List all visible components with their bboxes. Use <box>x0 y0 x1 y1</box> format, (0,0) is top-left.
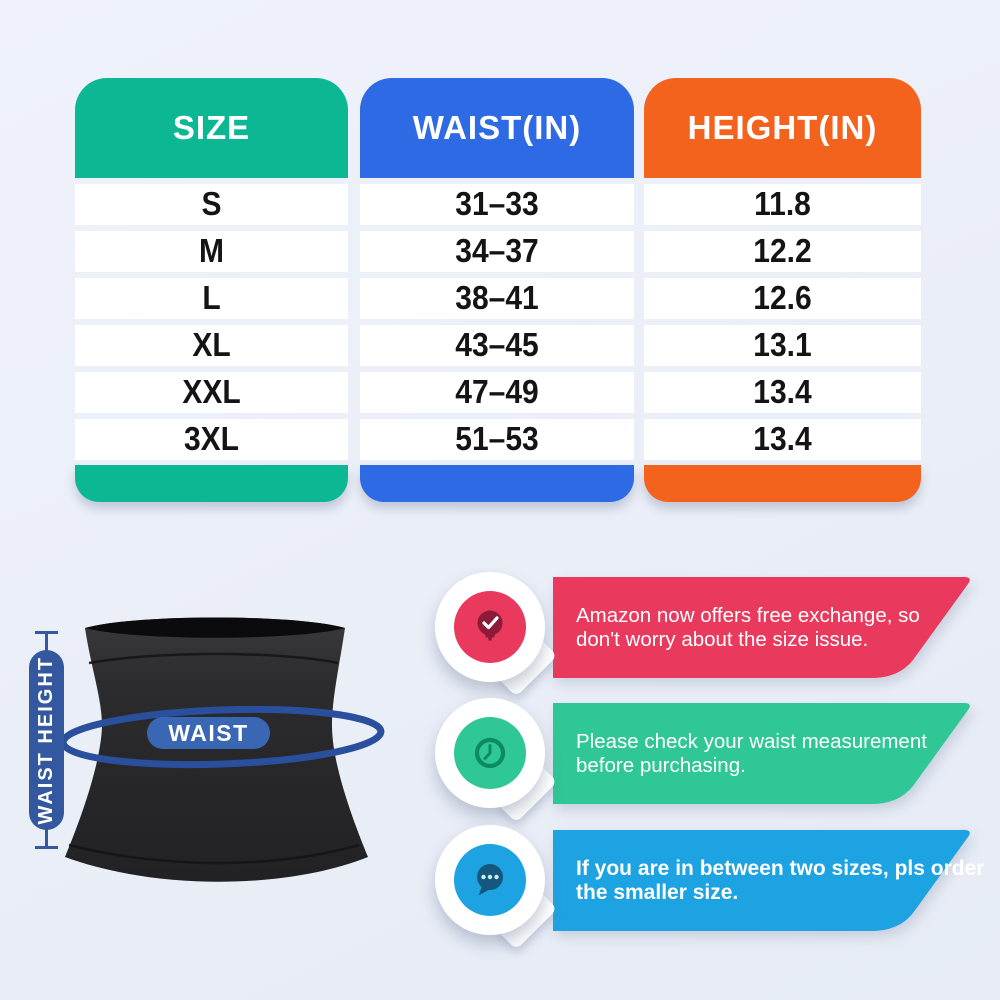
cell-text: 13.4 <box>753 373 812 411</box>
column-header-size: SIZE <box>75 78 348 178</box>
note-line: the smaller size. <box>576 880 739 904</box>
note-line: Amazon now offers free exchange, so <box>576 603 920 627</box>
table-cell: 12.2 <box>644 231 921 272</box>
cell-text: 43–45 <box>455 326 539 364</box>
cell-text: S <box>201 185 222 223</box>
cell-text: L <box>202 279 221 317</box>
note-banner-shape <box>553 830 970 931</box>
cell-text: 47–49 <box>455 373 539 411</box>
column-footer-bar <box>75 465 348 502</box>
clock-icon <box>474 737 506 769</box>
column-size: SIZE S M L XL XXL 3XL <box>75 78 348 502</box>
column-header-height: HEIGHT(IN) <box>644 78 921 178</box>
table-cell: XXL <box>75 372 348 413</box>
table-cell: 43–45 <box>360 325 634 366</box>
note-text: If you are in between two sizes, pls ord… <box>576 830 985 931</box>
lightbulb-check-icon <box>477 610 503 641</box>
table-cell: M <box>75 231 348 272</box>
cell-text: 13.1 <box>753 326 812 364</box>
note-check-measurement: Please check your waist measurement befo… <box>0 698 1000 823</box>
table-cell: S <box>75 184 348 225</box>
cell-text: 34–37 <box>455 232 539 270</box>
table-cell: 31–33 <box>360 184 634 225</box>
badge-circle <box>454 591 526 663</box>
table-cell: 3XL <box>75 419 348 460</box>
note-between-sizes: If you are in between two sizes, pls ord… <box>0 825 1000 950</box>
table-cell: 51–53 <box>360 419 634 460</box>
table-cell: 13.1 <box>644 325 921 366</box>
cell-text: 12.2 <box>753 232 812 270</box>
table-cell: 11.8 <box>644 184 921 225</box>
trainer-top-seam <box>88 652 339 665</box>
waist-height-ruler: WAIST HEIGHT <box>28 631 66 849</box>
note-text: Amazon now offers free exchange, so don'… <box>576 577 976 678</box>
waist-label-pill <box>147 717 270 749</box>
column-footer-bar <box>644 465 921 502</box>
note-line: If you are in between two sizes, pls ord… <box>576 856 985 880</box>
cell-text: 51–53 <box>455 420 539 458</box>
table-cell: 38–41 <box>360 278 634 319</box>
ruler-top-cap <box>35 631 58 634</box>
ruler-bottom-cap <box>35 846 58 849</box>
badge-circle <box>454 844 526 916</box>
table-cell: 13.4 <box>644 419 921 460</box>
note-banner-shape <box>553 577 970 678</box>
cell-text: M <box>199 232 224 270</box>
cell-text: 12.6 <box>753 279 812 317</box>
table-cell: 47–49 <box>360 372 634 413</box>
cell-text: 13.4 <box>753 420 812 458</box>
table-cell: 12.6 <box>644 278 921 319</box>
table-cell: XL <box>75 325 348 366</box>
column-waist: WAIST(IN) 31–33 34–37 38–41 43–45 47–49 … <box>360 78 634 502</box>
waist-height-pill: WAIST HEIGHT <box>29 650 64 830</box>
cell-text: XXL <box>182 373 241 411</box>
column-footer-bar <box>360 465 634 502</box>
waist-label-text: WAIST <box>168 720 248 746</box>
column-header-waist: WAIST(IN) <box>360 78 634 178</box>
cell-text: 3XL <box>183 420 240 458</box>
trainer-body <box>65 617 368 882</box>
cell-text: 11.8 <box>754 185 811 223</box>
note-line: before purchasing. <box>576 753 746 777</box>
cell-text: 38–41 <box>455 279 539 317</box>
cell-text: 31–33 <box>455 185 539 223</box>
trainer-top-opening <box>85 617 345 638</box>
trainer-bottom-seam <box>68 843 360 865</box>
table-cell: 34–37 <box>360 231 634 272</box>
note-line: don't worry about the size issue. <box>576 627 869 651</box>
table-cell: L <box>75 278 348 319</box>
note-free-exchange: Amazon now offers free exchange, so don'… <box>0 572 1000 697</box>
note-text: Please check your waist measurement befo… <box>576 703 976 804</box>
note-line: Please check your waist measurement <box>576 729 927 753</box>
cell-text: XL <box>192 326 231 364</box>
badge-circle <box>454 717 526 789</box>
note-banner-shape <box>553 703 970 804</box>
table-cell: 13.4 <box>644 372 921 413</box>
column-height: HEIGHT(IN) 11.8 12.2 12.6 13.1 13.4 13.4 <box>644 78 921 502</box>
chat-dots-icon <box>477 864 503 896</box>
